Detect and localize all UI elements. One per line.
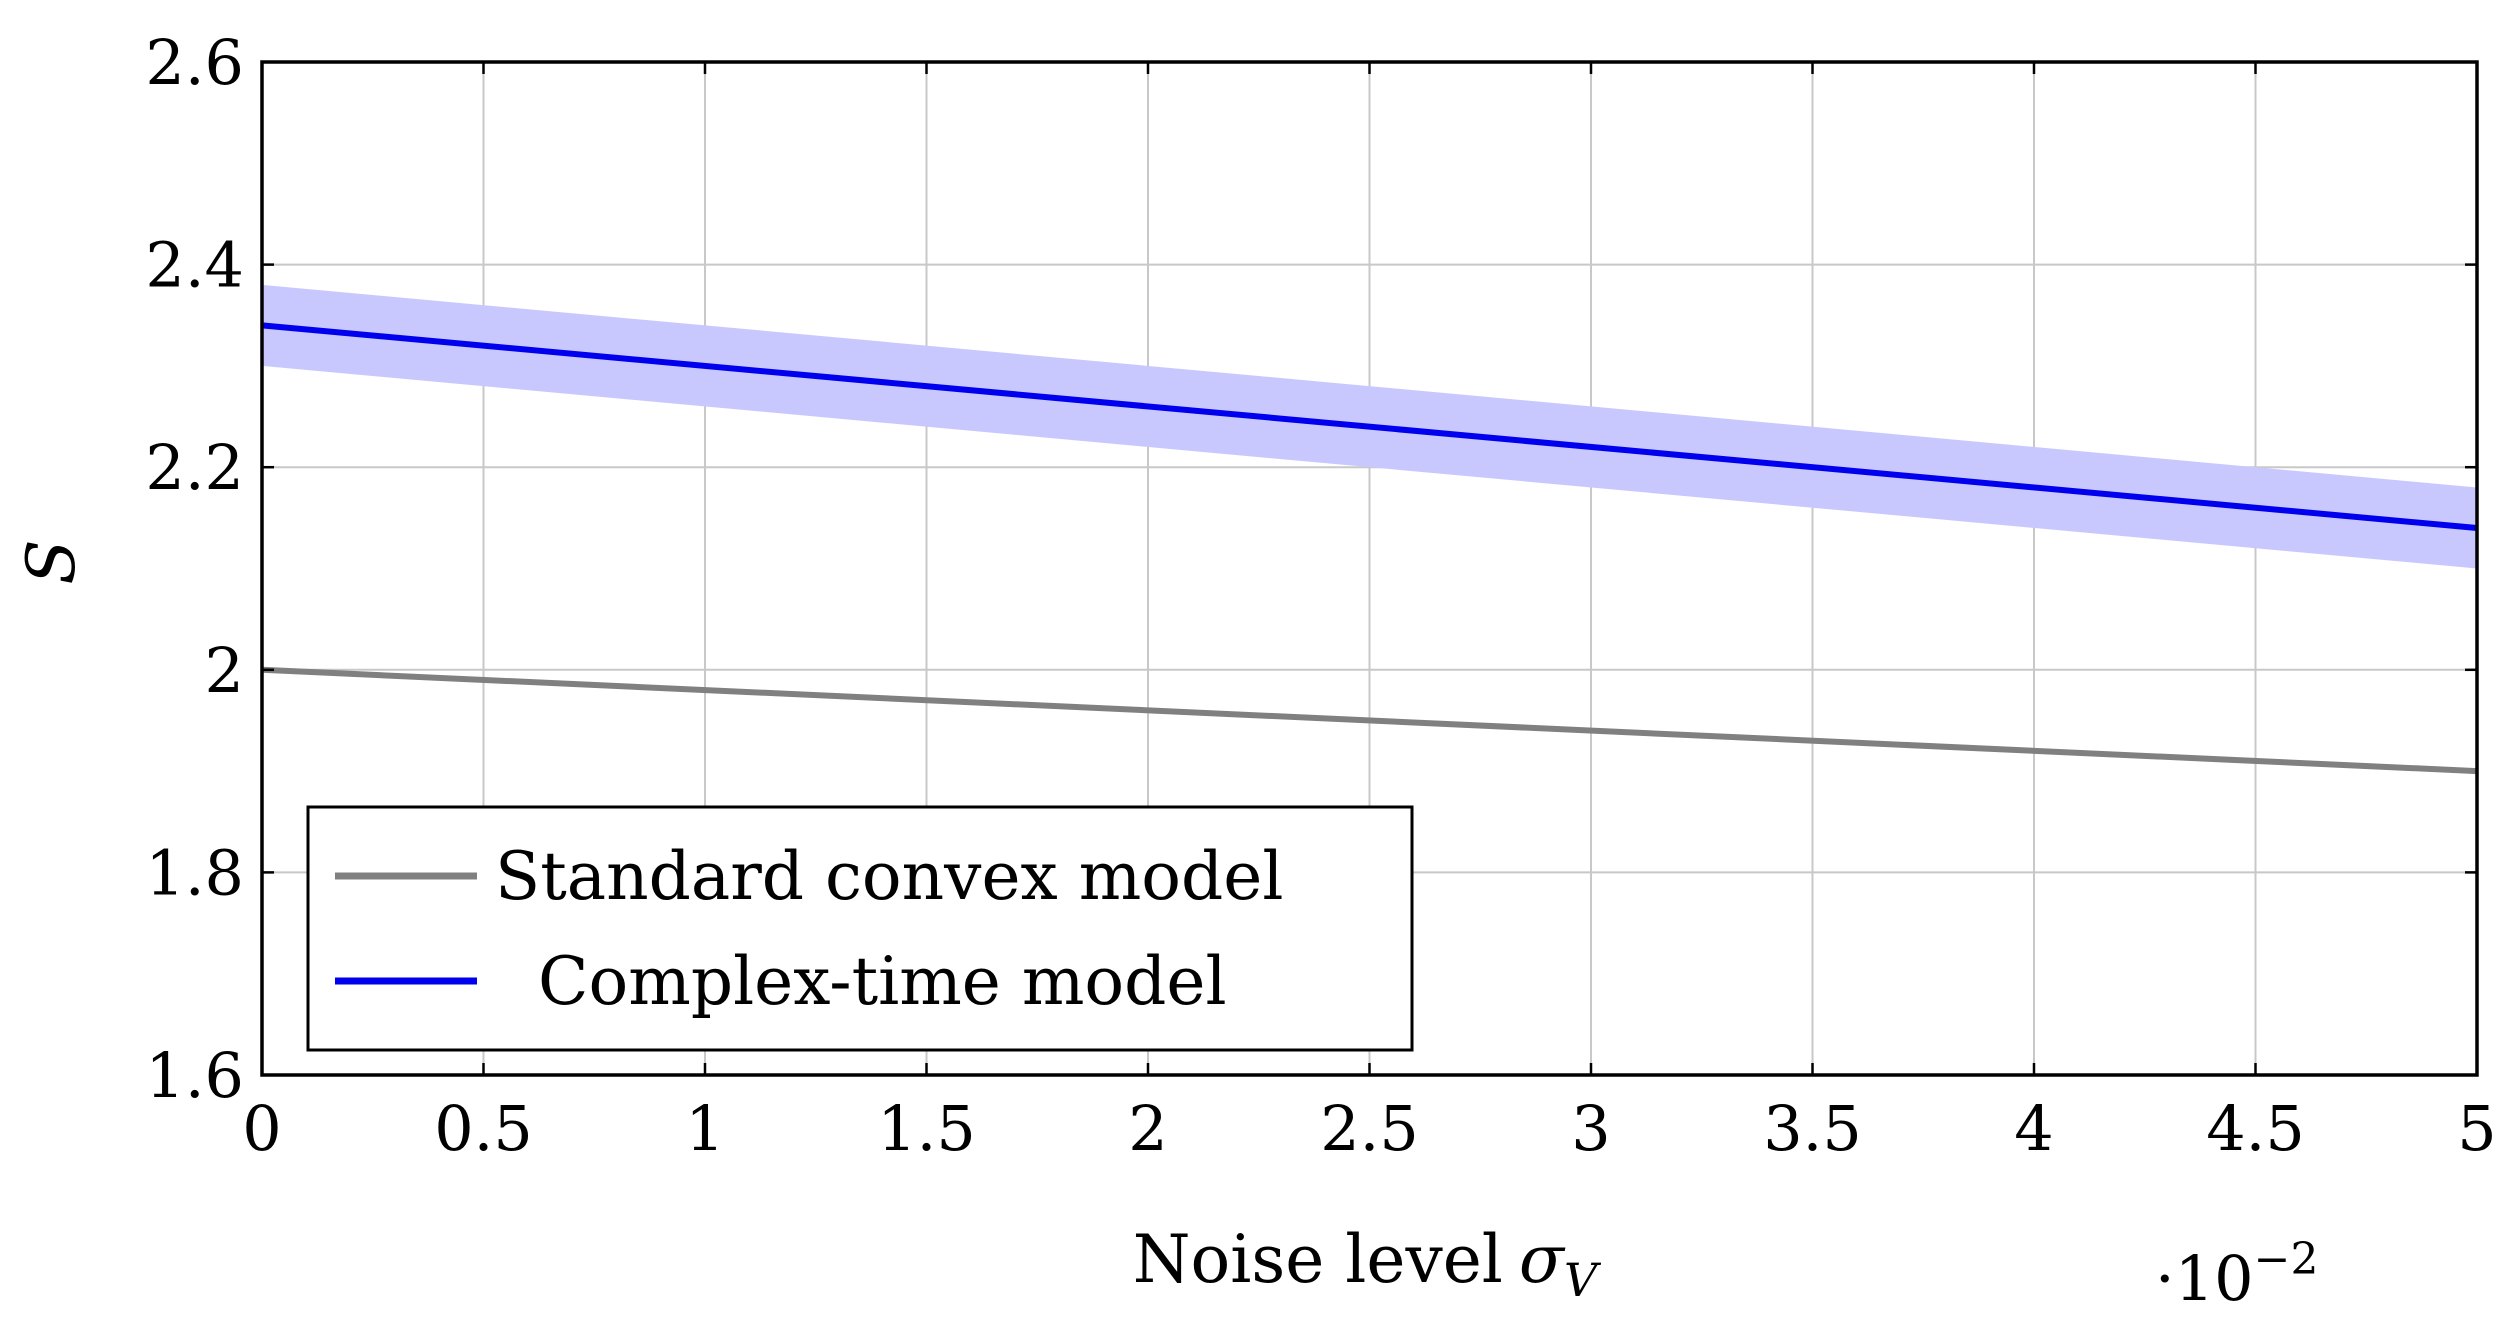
x-axis-label-subscript: V xyxy=(1564,1253,1602,1307)
y-tick-label: 1.8 xyxy=(145,836,244,909)
series-lines xyxy=(261,322,2478,775)
y-tick-label: 2.2 xyxy=(145,431,244,504)
x-tick-label: 4.5 xyxy=(2206,1092,2305,1165)
x-tick-label: 4 xyxy=(2014,1092,2053,1165)
y-tick-label: 2 xyxy=(205,634,244,707)
x-axis-multiplier: ·10−2 xyxy=(2155,1234,2318,1315)
x-tick-labels: 0 0.5 1 1.5 2 2.5 3 3.5 4 4.5 5 xyxy=(242,1092,2496,1165)
x-tick-label: 5 xyxy=(2457,1092,2496,1165)
legend: Standard convex model Complex-time model xyxy=(306,805,1414,1052)
series-line-standard-convex-model xyxy=(261,666,2478,775)
x-tick-label: 2.5 xyxy=(1320,1092,1419,1165)
tick-marks xyxy=(260,60,2479,1077)
x-axis-label-symbol: σ xyxy=(1519,1221,1566,1298)
y-tick-labels: 1.6 1.8 2 2.2 2.4 2.6 xyxy=(145,26,244,1112)
x-axis-label: Noise level σV xyxy=(1133,1221,1602,1307)
legend-label-complex-time-model: Complex-time model xyxy=(538,943,1227,1020)
legend-box xyxy=(306,805,1414,1052)
y-tick-label: 2.4 xyxy=(145,229,244,302)
x-tick-label: 3 xyxy=(1571,1092,1610,1165)
x-tick-label: 0 xyxy=(242,1092,281,1165)
legend-label-standard-convex-model: Standard convex model xyxy=(495,838,1283,915)
series-line-complex-time-model xyxy=(261,322,2478,531)
x-axis-multiplier-base: ·10 xyxy=(2155,1242,2254,1315)
y-tick-label: 1.6 xyxy=(145,1039,244,1112)
x-tick-label: 1 xyxy=(685,1092,724,1165)
x-axis-label-text: Noise level xyxy=(1133,1221,1503,1298)
x-tick-label: 2 xyxy=(1128,1092,1167,1165)
x-tick-label: 3.5 xyxy=(1763,1092,1862,1165)
y-axis-label: S xyxy=(13,539,90,584)
y-tick-label: 2.6 xyxy=(145,26,244,99)
x-tick-label: 0.5 xyxy=(434,1092,533,1165)
x-tick-label: 1.5 xyxy=(877,1092,976,1165)
x-axis-multiplier-exponent: −2 xyxy=(2254,1234,2319,1285)
